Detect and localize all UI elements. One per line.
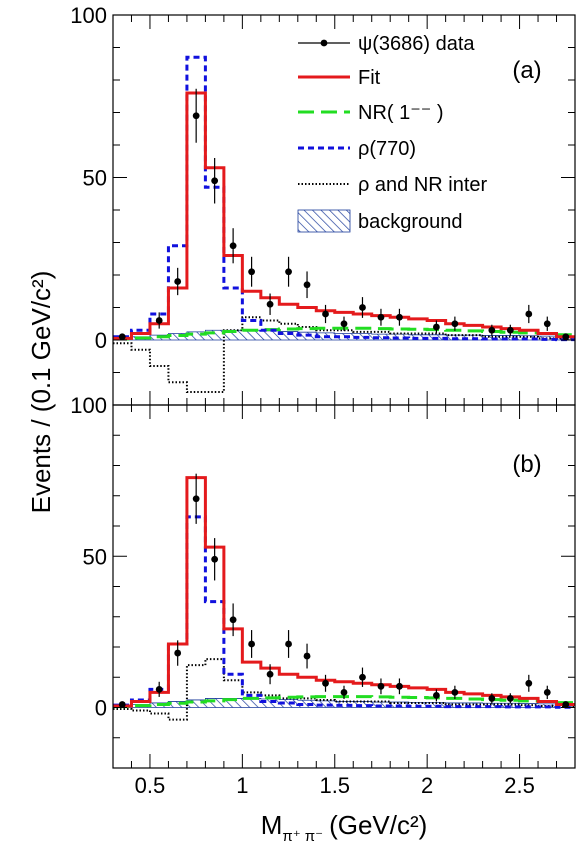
data-point-a-18 <box>506 326 514 334</box>
plot-area-b <box>113 473 575 721</box>
y-tick-label-a-100: 100 <box>70 3 107 28</box>
panel-label-a: (a) <box>512 57 541 84</box>
data-point-b-8 <box>285 640 292 648</box>
legend-symbol-background <box>297 209 351 233</box>
data-point-b-15 <box>433 692 440 699</box>
data-point-a-21 <box>562 333 570 341</box>
x-axis-title: Mπ⁺ π⁻ (GeV/c²) <box>261 810 428 845</box>
data-point-b-21 <box>562 701 570 708</box>
legend-label-nr: NR( 1⁻⁻ ) <box>358 102 444 124</box>
fit-histogram-a <box>113 91 575 340</box>
data-point-a-9 <box>303 281 311 289</box>
data-point-b-6 <box>248 640 256 648</box>
data-point-a-13 <box>377 313 385 321</box>
legend-item-nr: NR( 1⁻⁻ ) <box>298 102 444 124</box>
legend: ψ(3686) data Fit NR( 1⁻⁻ ) ρ(770) ρ and NR i… <box>297 33 488 233</box>
data-point-b-13 <box>377 682 385 690</box>
data-point-b-19 <box>525 679 533 687</box>
fit-histogram-b <box>113 476 575 708</box>
legend-item-inter: ρ and NR inter <box>298 174 488 196</box>
legend-item-rho: ρ(770) <box>298 138 416 160</box>
data-point-a-6 <box>248 268 256 276</box>
data-point-a-7 <box>266 300 274 308</box>
legend-label-background: background <box>358 211 463 233</box>
data-point-b-7 <box>266 670 274 678</box>
data-point-b-16 <box>451 688 459 696</box>
data-point-b-14 <box>396 682 403 690</box>
legend-item-fit: Fit <box>298 67 381 89</box>
rho-histogram-a <box>113 55 575 342</box>
data-point-a-10 <box>322 310 329 318</box>
legend-label-rho: ρ(770) <box>358 138 416 160</box>
y-tick-label-b-100: 100 <box>70 393 107 418</box>
inter-histogram-b <box>113 658 575 721</box>
data-point-b-3 <box>192 495 200 503</box>
plot-frame-b <box>112 404 576 769</box>
data-point-a-19 <box>525 310 533 318</box>
x-axis-title-main: M <box>261 810 283 840</box>
data-point-b-12 <box>359 673 366 681</box>
data-point-a-2 <box>174 278 182 285</box>
data-point-a-4 <box>211 177 219 185</box>
y-tick-label-a-50: 50 <box>83 166 107 191</box>
data-point-a-17 <box>488 326 496 334</box>
data-point-a-3 <box>192 112 200 120</box>
data-point-b-17 <box>488 695 496 702</box>
data-point-a-5 <box>229 242 237 250</box>
y-axis-title: Events / (0.1 GeV/c²) <box>26 271 56 514</box>
x-tick-label-0: 0.5 <box>135 773 166 798</box>
panel-b: 0 50 100 (b) 0.5 1 1.5 2 2.5 <box>70 393 576 798</box>
plot-area-a <box>113 55 575 393</box>
data-point-a-11 <box>340 320 348 328</box>
x-tick-label-4: 2.5 <box>504 773 535 798</box>
data-point-a-14 <box>396 313 403 321</box>
data-point-b-2 <box>174 649 182 657</box>
data-point-b-0 <box>118 701 126 708</box>
y-tick-label-a-0: 0 <box>95 328 107 353</box>
legend-symbol-data-marker <box>320 39 328 47</box>
data-point-b-11 <box>340 688 348 696</box>
legend-label-fit: Fit <box>358 67 381 89</box>
x-axis-title-unit: (GeV/c²) <box>329 810 427 840</box>
data-point-b-4 <box>211 555 219 563</box>
x-tick-label-1: 1 <box>236 773 248 798</box>
panel-a: 0 50 100 (a) <box>70 3 576 406</box>
data-point-a-20 <box>543 320 551 328</box>
legend-label-inter: ρ and NR inter <box>358 174 488 196</box>
panel-label-b: (b) <box>512 451 541 478</box>
legend-item-background: background <box>297 209 463 233</box>
data-point-a-8 <box>285 268 292 276</box>
legend-item-data: ψ(3686) data <box>298 33 475 55</box>
y-tick-label-b-0: 0 <box>95 696 107 721</box>
data-point-a-12 <box>359 304 366 311</box>
data-point-b-10 <box>322 679 329 687</box>
rho-histogram-b <box>113 515 575 709</box>
data-point-b-20 <box>543 688 551 696</box>
x-tick-label-3: 2 <box>421 773 433 798</box>
x-tick-label-2: 1.5 <box>319 773 350 798</box>
data-point-b-9 <box>303 652 311 660</box>
data-point-a-16 <box>451 320 459 328</box>
data-point-b-5 <box>229 616 237 624</box>
data-point-a-15 <box>433 323 440 331</box>
data-point-b-1 <box>155 685 163 693</box>
data-point-a-0 <box>118 333 126 341</box>
data-point-b-18 <box>506 695 514 702</box>
data-point-a-1 <box>155 317 163 324</box>
y-tick-label-b-50: 50 <box>83 544 107 569</box>
x-axis-title-subscript: π⁺ π⁻ <box>282 828 323 845</box>
legend-label-data: ψ(3686) data <box>358 33 475 55</box>
